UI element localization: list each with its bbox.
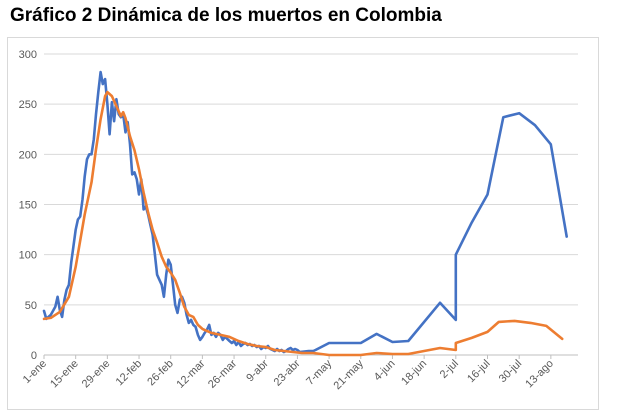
y-tick-label: 0 — [31, 350, 37, 362]
x-tick-label: 16-jul — [465, 358, 493, 386]
x-tick-label: 21-may — [331, 357, 366, 392]
series-lines — [42, 70, 569, 357]
gridlines — [44, 53, 578, 306]
y-tick-label: 200 — [19, 149, 37, 161]
x-tick-label: 2-jul — [438, 358, 461, 381]
x-tick-label: 12-feb — [114, 358, 145, 389]
series-line-2 — [42, 90, 564, 357]
x-tick-label: 15-ene — [48, 358, 81, 391]
x-tick-label: 18-jun — [399, 358, 429, 388]
x-tick-label: 26-mar — [206, 357, 239, 390]
x-tick-label: 13-ago — [523, 358, 556, 391]
series-line-1 — [42, 70, 569, 354]
y-tick-label: 150 — [19, 200, 37, 212]
x-tick-label: 26-feb — [145, 358, 176, 389]
y-tick-label: 300 — [19, 49, 37, 61]
x-tick-label: 23-abr — [272, 357, 303, 388]
x-tick-label: 29-ene — [80, 358, 113, 391]
page-title: Gráfico 2 Dinámica de los muertos en Col… — [10, 5, 442, 26]
y-tick-label: 250 — [19, 99, 37, 111]
y-axis-ticks: 0 50 100 150 200 250 300 — [19, 49, 37, 362]
x-tick-label: 7-may — [304, 357, 334, 387]
x-tick-label: 12-mar — [174, 357, 207, 390]
y-tick-label: 50 — [25, 300, 37, 312]
x-tick-label: 30-jul — [497, 358, 525, 386]
chart-frame: 0 50 100 150 200 250 300 1-ene 15-ene 29-ene 12-f… — [7, 37, 599, 410]
y-tick-label: 100 — [19, 250, 37, 262]
x-tick-label: 4-jun — [372, 358, 398, 384]
x-tick-label: 9-abr — [244, 357, 271, 384]
